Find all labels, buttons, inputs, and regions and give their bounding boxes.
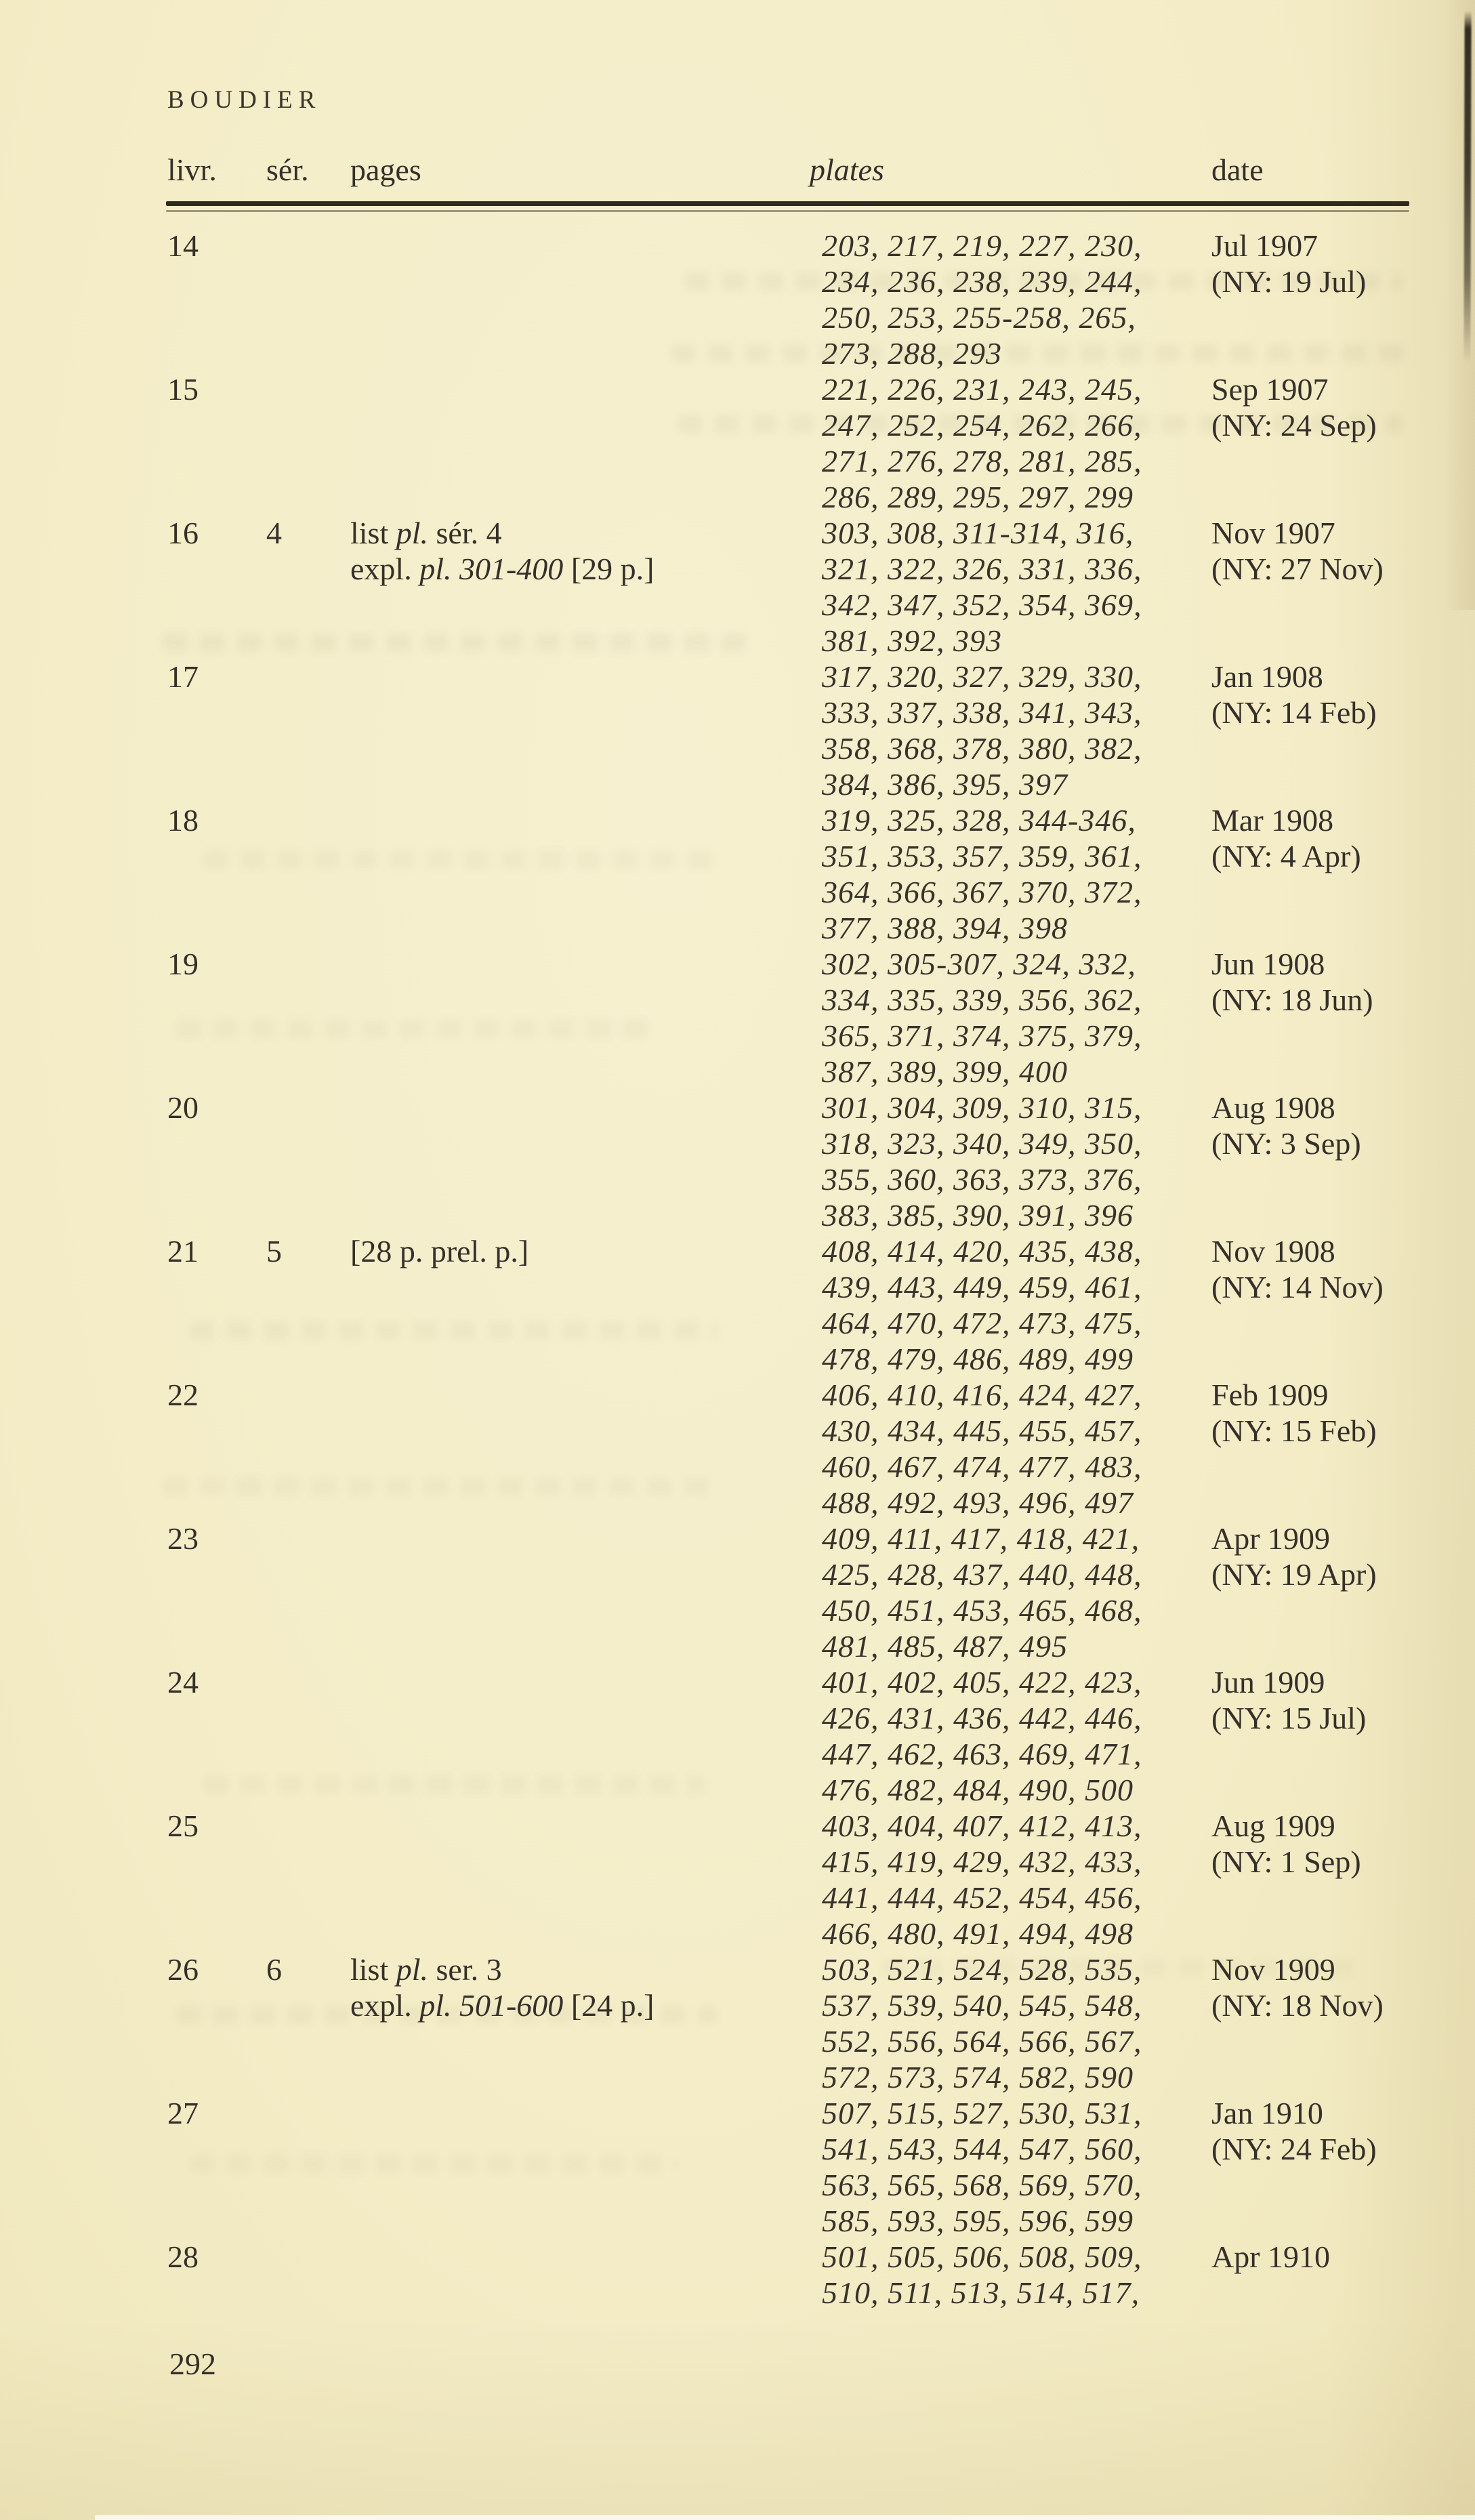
cell-plates: 403, 404, 407, 412, 413, 415, 419, 429, 4… <box>822 1809 1142 1951</box>
table-row: 26 6 list pl. ser. 3 expl. pl. 501-600 [2… <box>0 1951 1475 2095</box>
cell-ser: 4 <box>266 516 282 550</box>
cell-plates: 408, 414, 420, 435, 438, 439, 443, 449, 4… <box>822 1234 1142 1376</box>
cell-date: Nov 1908 (NY: 14 Nov) <box>1211 1234 1384 1304</box>
cell-livr: 25 <box>167 1809 199 1843</box>
cell-livr: 27 <box>167 2096 199 2130</box>
cell-livr: 24 <box>167 1665 199 1699</box>
cell-plates: 319, 325, 328, 344-346, 351, 353, 357, 35… <box>822 803 1142 945</box>
cell-livr: 26 <box>167 1952 199 1987</box>
cell-plates: 203, 217, 219, 227, 230, 234, 236, 238, 2… <box>822 228 1142 371</box>
cell-plates: 406, 410, 416, 424, 427, 430, 434, 445, 4… <box>822 1378 1142 1520</box>
cell-date: Jun 1908 (NY: 18 Jun) <box>1211 947 1373 1017</box>
cell-date: Mar 1908 (NY: 4 Apr) <box>1211 803 1361 873</box>
column-header-livr: livr. <box>167 152 217 187</box>
cell-date: Feb 1909 (NY: 15 Feb) <box>1211 1378 1377 1448</box>
cell-date: Apr 1910 <box>1211 2239 1331 2274</box>
cell-date: Nov 1909 (NY: 18 Nov) <box>1211 1952 1384 2023</box>
cell-date: Jan 1910 (NY: 24 Feb) <box>1211 2096 1377 2166</box>
table-head-rule-thick <box>166 201 1409 206</box>
column-header-ser: sér. <box>266 152 309 187</box>
table-row: 16 4 list pl. sér. 4 expl. pl. 301-400 [2… <box>0 515 1475 659</box>
table-body: 14 203, 217, 219, 227, 230, 234, 236, 238… <box>0 228 1475 2311</box>
cell-date: Jun 1909 (NY: 15 Jul) <box>1211 1665 1367 1735</box>
table-head-rule-thin <box>166 210 1409 212</box>
cell-plates: 221, 226, 231, 243, 245, 247, 252, 254, 2… <box>822 372 1142 514</box>
cell-plates: 503, 521, 524, 528, 535, 537, 539, 540, 5… <box>822 1952 1142 2094</box>
cell-plates: 507, 515, 527, 530, 531, 541, 543, 544, 5… <box>822 2096 1142 2238</box>
cell-plates: 501, 505, 506, 508, 509, 510, 511, 513, 5… <box>822 2239 1142 2310</box>
cell-livr: 15 <box>167 372 199 407</box>
table-row: 28 501, 505, 506, 508, 509, 510, 511, 513… <box>0 2239 1475 2311</box>
table-row: 19 302, 305-307, 324, 332, 334, 335, 339,… <box>0 946 1475 1090</box>
table-row: 14 203, 217, 219, 227, 230, 234, 236, 238… <box>0 228 1475 371</box>
cell-date: Aug 1908 (NY: 3 Sep) <box>1211 1090 1361 1161</box>
cell-plates: 303, 308, 311-314, 316, 321, 322, 326, 33… <box>822 516 1142 658</box>
cell-date: Apr 1909 (NY: 19 Apr) <box>1211 1521 1377 1592</box>
cell-pages: list pl. ser. 3 expl. pl. 501-600 [24 p.] <box>350 1952 655 2023</box>
cell-date: Jan 1908 (NY: 14 Feb) <box>1211 659 1377 730</box>
cell-plates: 401, 402, 405, 422, 423, 426, 431, 436, 4… <box>822 1665 1142 1807</box>
cell-livr: 22 <box>167 1378 199 1412</box>
table-row: 23 409, 411, 417, 418, 421, 425, 428, 437… <box>0 1521 1475 1664</box>
cell-livr: 17 <box>167 659 199 694</box>
cell-livr: 28 <box>167 2239 199 2274</box>
table-row: 25 403, 404, 407, 412, 413, 415, 419, 429… <box>0 1808 1475 1951</box>
table-row: 17 317, 320, 327, 329, 330, 333, 337, 338… <box>0 659 1475 802</box>
cell-date: Sep 1907 (NY: 24 Sep) <box>1211 372 1377 442</box>
cell-plates: 302, 305-307, 324, 332, 334, 335, 339, 35… <box>822 947 1142 1089</box>
table-row: 21 5 [28 p. prel. p.] 408, 414, 420, 435… <box>0 1233 1475 1377</box>
cell-livr: 21 <box>167 1234 199 1268</box>
cell-livr: 14 <box>167 228 199 263</box>
running-head: BOUDIER <box>167 86 322 114</box>
column-header-pages: pages <box>350 152 421 187</box>
cell-plates: 317, 320, 327, 329, 330, 333, 337, 338, 3… <box>822 659 1142 802</box>
scan-bottom-strip <box>95 2515 1475 2520</box>
table-row: 15 221, 226, 231, 243, 245, 247, 252, 254… <box>0 371 1475 515</box>
cell-plates: 301, 304, 309, 310, 315, 318, 323, 340, 3… <box>822 1090 1142 1233</box>
cell-date: Jul 1907 (NY: 19 Jul) <box>1211 228 1367 299</box>
cell-livr: 23 <box>167 1521 199 1556</box>
cell-livr: 19 <box>167 947 199 981</box>
cell-livr: 16 <box>167 516 199 550</box>
table-row: 20 301, 304, 309, 310, 315, 318, 323, 340… <box>0 1090 1475 1233</box>
cell-pages: [28 p. prel. p.] <box>350 1234 529 1268</box>
column-header-date: date <box>1211 152 1264 187</box>
page-number: 292 <box>169 2347 216 2381</box>
table-row: 27 507, 515, 527, 530, 531, 541, 543, 544… <box>0 2095 1475 2239</box>
cell-ser: 5 <box>266 1234 282 1268</box>
cell-ser: 6 <box>266 1952 282 1987</box>
cell-pages: list pl. sér. 4 expl. pl. 301-400 [29 p.] <box>350 516 655 586</box>
cell-livr: 18 <box>167 803 199 838</box>
cell-plates: 409, 411, 417, 418, 421, 425, 428, 437, 4… <box>822 1521 1142 1664</box>
cell-livr: 20 <box>167 1090 199 1125</box>
table-row: 22 406, 410, 416, 424, 427, 430, 434, 445… <box>0 1377 1475 1521</box>
page-edge-shadow <box>1463 10 1472 364</box>
table-row: 18 319, 325, 328, 344-346, 351, 353, 357,… <box>0 802 1475 946</box>
cell-date: Aug 1909 (NY: 1 Sep) <box>1211 1809 1361 1879</box>
column-header-plates: plates <box>810 152 884 187</box>
cell-date: Nov 1907 (NY: 27 Nov) <box>1211 516 1384 586</box>
table-row: 24 401, 402, 405, 422, 423, 426, 431, 436… <box>0 1664 1475 1808</box>
